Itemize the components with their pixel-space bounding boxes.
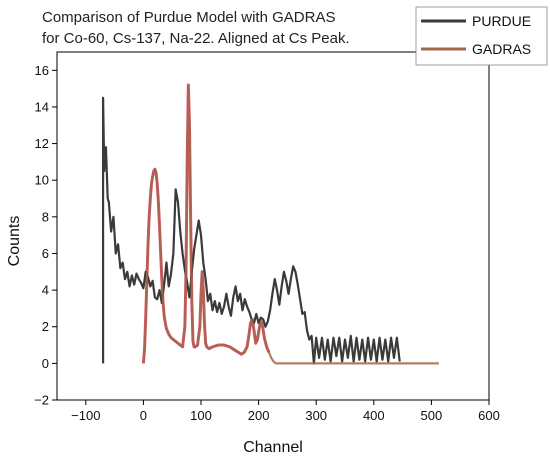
y-tick-label: 14 bbox=[35, 99, 49, 114]
legend-label-purdue: PURDUE bbox=[472, 13, 531, 29]
x-tick-label: 600 bbox=[478, 408, 500, 423]
y-tick-label: 2 bbox=[42, 319, 49, 334]
legend-box bbox=[415, 6, 548, 66]
x-tick-label: 0 bbox=[140, 408, 147, 423]
x-axis-label: Channel bbox=[243, 439, 303, 456]
y-tick-label: 6 bbox=[42, 246, 49, 261]
x-axis: −100 0 100 200 300 400 500 600 bbox=[71, 400, 500, 423]
y-tick-label: 16 bbox=[35, 63, 49, 78]
chart-title: Comparison of Purdue Model with GADRAS bbox=[42, 9, 335, 26]
y-tick-label: −2 bbox=[34, 393, 49, 408]
chart-subtitle: for Co-60, Cs-137, Na-22. Aligned at Cs … bbox=[42, 30, 350, 47]
x-tick-label: 200 bbox=[248, 408, 270, 423]
x-tick-label: 100 bbox=[190, 408, 212, 423]
legend-label-gadras: GADRAS bbox=[472, 41, 531, 57]
y-tick-label: 0 bbox=[42, 356, 49, 371]
x-tick-label: 500 bbox=[421, 408, 443, 423]
y-tick-label: 8 bbox=[42, 209, 49, 224]
legend: PURDUE GADRAS bbox=[415, 6, 548, 66]
y-tick-label: 12 bbox=[35, 136, 49, 151]
x-tick-label: 300 bbox=[305, 408, 327, 423]
y-axis: −2 0 2 4 6 8 10 12 14 16 bbox=[34, 63, 57, 408]
y-tick-label: 10 bbox=[35, 173, 49, 188]
series-layer bbox=[101, 83, 439, 365]
series-line-gadras bbox=[142, 83, 439, 365]
plot-frame bbox=[56, 51, 490, 401]
series-line-purdue bbox=[101, 96, 401, 365]
y-axis-label: Counts bbox=[6, 216, 23, 267]
y-tick-label: 4 bbox=[42, 283, 49, 298]
x-tick-label: 400 bbox=[363, 408, 385, 423]
x-tick-label: −100 bbox=[71, 408, 100, 423]
